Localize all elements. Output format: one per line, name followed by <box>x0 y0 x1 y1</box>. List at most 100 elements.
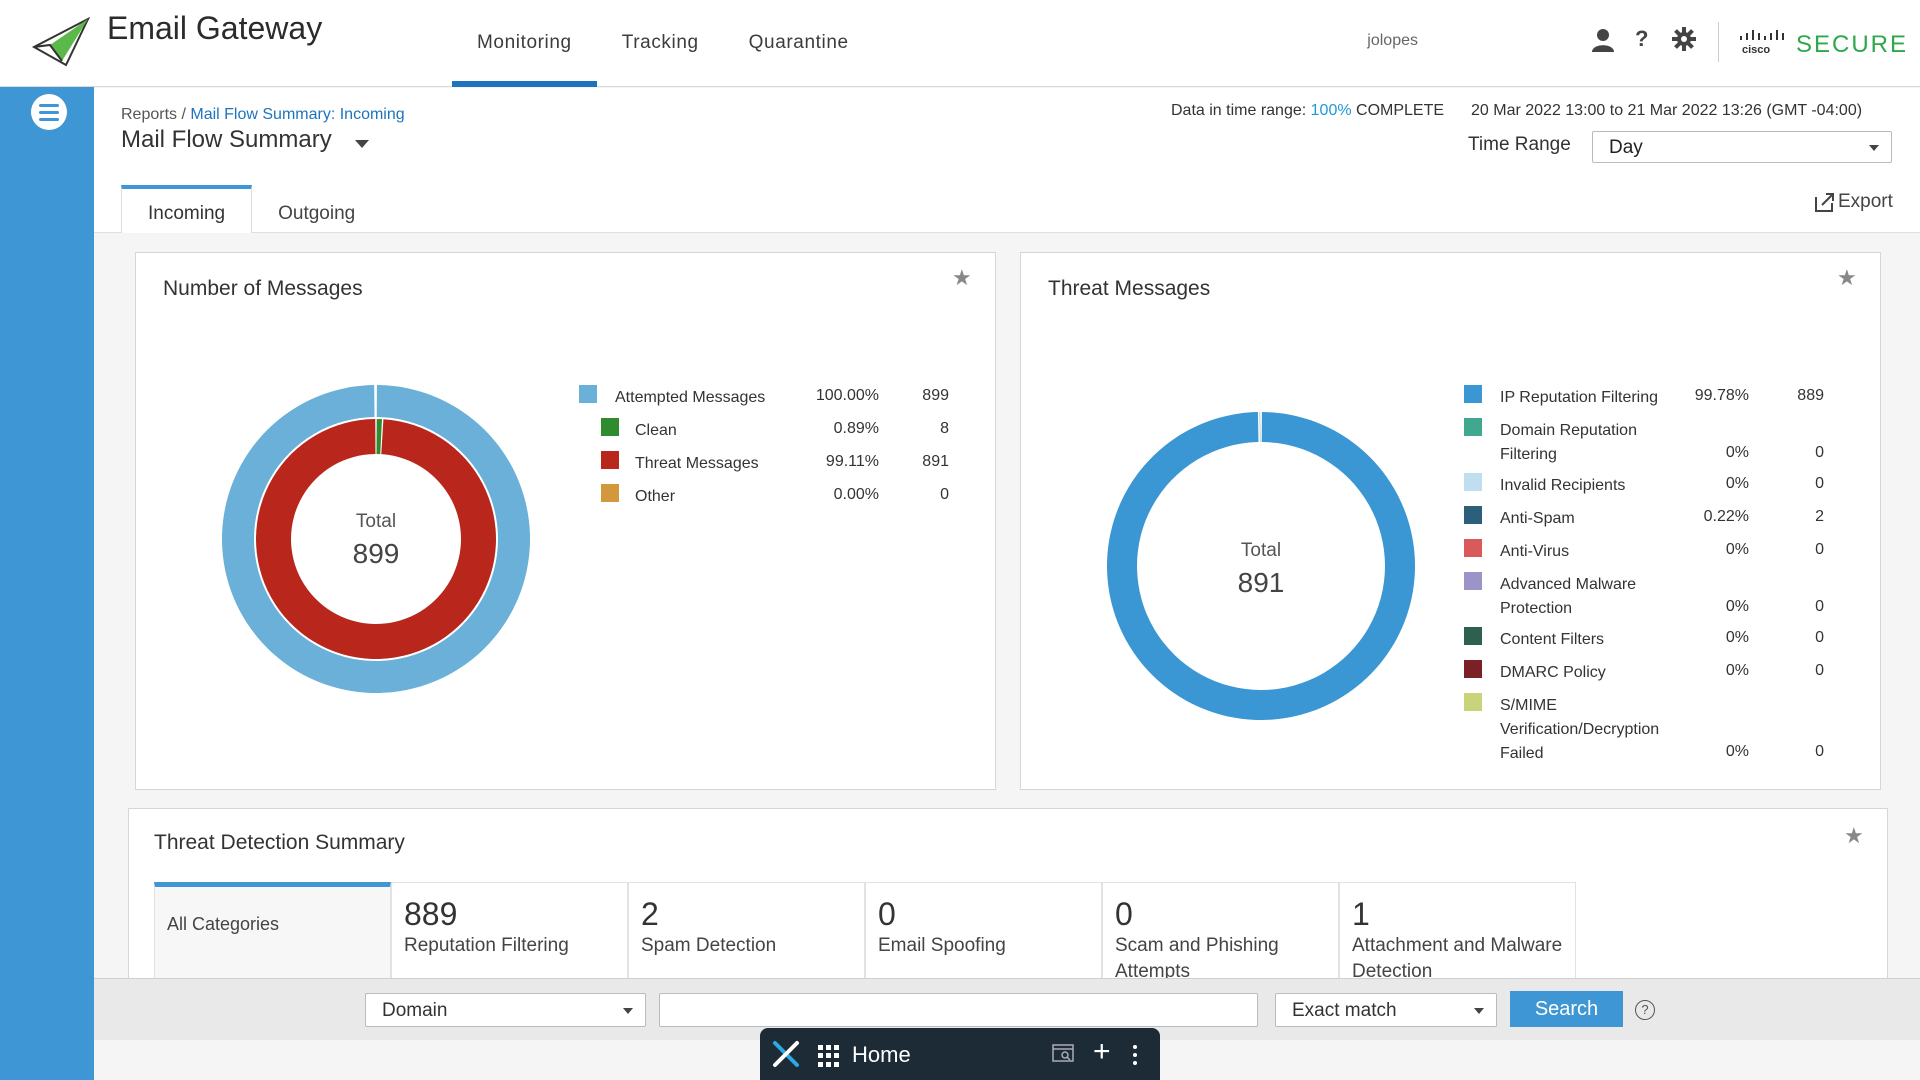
breadcrumb-current[interactable]: Mail Flow Summary: Incoming <box>190 106 405 123</box>
donut-total-label: Total <box>356 511 396 532</box>
gear-icon[interactable] <box>1672 27 1696 51</box>
legend-swatch <box>601 451 619 469</box>
legend-swatch <box>1464 539 1482 557</box>
help-icon[interactable]: ? <box>1635 26 1649 51</box>
title-dropdown-caret-icon[interactable] <box>355 140 369 148</box>
legend-swatch <box>1464 506 1482 524</box>
legend-count: 0 <box>1815 541 1824 558</box>
legend-pct: 0.22% <box>1703 508 1749 525</box>
svg-text:cisco: cisco <box>1742 44 1770 56</box>
legend-label: DMARC Policy <box>1500 664 1606 681</box>
app-title: Email Gateway <box>107 10 323 46</box>
legend-count: 0 <box>1815 444 1824 461</box>
donut-total-label: Total <box>1241 540 1281 561</box>
star-icon[interactable]: ★ <box>1837 265 1857 290</box>
legend-label: Advanced Malware Protection <box>1500 576 1637 617</box>
legend-pct: 0% <box>1725 629 1749 646</box>
main-nav: Monitoring Tracking Quarantine <box>452 0 874 87</box>
legend-count: 889 <box>1797 387 1824 404</box>
direction-tabs: Incoming Outgoing <box>121 185 381 233</box>
username[interactable]: jolopes <box>1367 32 1418 49</box>
legend-count: 0 <box>1815 598 1824 615</box>
legend-swatch <box>601 418 619 436</box>
page-header: Reports / Mail Flow Summary: Incoming Ma… <box>94 88 1920 233</box>
main-content: Reports / Mail Flow Summary: Incoming Ma… <box>94 88 1920 1080</box>
user-icon[interactable] <box>1592 28 1614 52</box>
messages-panel: Number of Messages ★ Total 899 Attempted… <box>135 252 996 790</box>
legend-pct: 0% <box>1725 743 1749 760</box>
legend-pct: 0% <box>1725 541 1749 558</box>
left-sidebar <box>0 87 94 1080</box>
date-range: 20 Mar 2022 13:00 to 21 Mar 2022 13:26 (… <box>1471 102 1863 119</box>
legend-count: 0 <box>1815 662 1824 679</box>
time-range-label: Time Range <box>1468 134 1571 155</box>
tile-email-spoofing[interactable]: 0 Email Spoofing <box>865 882 1102 982</box>
tab-incoming[interactable]: Incoming <box>121 185 253 233</box>
legend-label: Anti-Virus <box>1500 543 1570 560</box>
legend-count: 0 <box>1815 629 1824 646</box>
app-grid-icon[interactable] <box>818 1045 840 1067</box>
legend-pct: 0% <box>1725 444 1749 461</box>
legend-label: S/MIME Verification/Decryption Failed <box>1500 697 1660 762</box>
star-icon[interactable]: ★ <box>1844 823 1864 848</box>
nav-tracking[interactable]: Tracking <box>621 31 699 53</box>
legend-swatch <box>1464 385 1482 403</box>
panel-title: Threat Messages <box>1048 277 1211 300</box>
cisco-logo: cisco <box>1740 30 1784 56</box>
legend-label: Domain Reputation Filtering <box>1500 422 1637 463</box>
tile-attachment-malware[interactable]: 1 Attachment and Malware Detection <box>1339 882 1576 982</box>
breadcrumb-root[interactable]: Reports / <box>121 106 186 123</box>
hamburger-menu-icon[interactable] <box>31 94 67 130</box>
match-select[interactable]: Exact match <box>1275 993 1497 1027</box>
x-logo-icon[interactable] <box>772 1040 800 1068</box>
legend-label: IP Reputation Filtering <box>1500 389 1659 406</box>
legend-pct: 0% <box>1725 662 1749 679</box>
tab-outgoing[interactable]: Outgoing <box>278 203 356 224</box>
more-vertical-icon[interactable] <box>1132 1044 1138 1066</box>
breadcrumb: Reports / Mail Flow Summary: Incoming <box>121 106 405 124</box>
question-circle-icon[interactable]: ? <box>1635 1000 1655 1020</box>
nav-monitoring[interactable]: Monitoring <box>452 0 597 87</box>
search-input[interactable] <box>659 993 1258 1027</box>
donut-slice-anti-spam[interactable] <box>1259 412 1261 443</box>
time-range-select[interactable]: Day <box>1592 131 1892 163</box>
tile-spam-detection[interactable]: 2 Spam Detection <box>628 882 865 982</box>
brand-secure-text: SECURE <box>1796 31 1909 58</box>
tile-all-categories[interactable]: All Categories <box>154 882 391 982</box>
legend-label: Content Filters <box>1500 631 1605 648</box>
export-button[interactable]: Export <box>1814 191 1893 213</box>
tile-scam-phishing[interactable]: 0 Scam and Phishing Attempts <box>1102 882 1339 982</box>
tds-title: Threat Detection Summary <box>154 831 405 854</box>
legend-count: 0 <box>1815 475 1824 492</box>
legend-count: 0 <box>1815 743 1824 760</box>
page-title: Mail Flow Summary <box>121 126 332 153</box>
plus-icon[interactable]: + <box>1093 1035 1111 1068</box>
legend-swatch <box>1464 572 1482 590</box>
star-icon[interactable]: ★ <box>952 265 972 290</box>
legend-pct: 0% <box>1725 475 1749 492</box>
paper-plane-logo-icon <box>32 17 90 67</box>
legend-swatch <box>1464 660 1482 678</box>
legend-swatch <box>601 484 619 502</box>
nav-quarantine[interactable]: Quarantine <box>748 31 849 53</box>
legend-swatch <box>1464 473 1482 491</box>
header-divider <box>1718 22 1719 62</box>
tile-reputation-filtering[interactable]: 889 Reputation Filtering <box>391 882 628 982</box>
legend-pct: 99.78% <box>1694 387 1749 404</box>
legend-swatch <box>1464 627 1482 645</box>
home-label[interactable]: Home <box>852 1042 911 1067</box>
legend-swatch <box>1464 418 1482 436</box>
field-select[interactable]: Domain <box>365 993 646 1027</box>
donut-slice-clean[interactable] <box>376 419 382 455</box>
threat-panel: Threat Messages ★ Total 891 IP Reputatio… <box>1020 252 1881 790</box>
threat-donut-chart: Total 891 <box>1107 412 1415 720</box>
donut-total-value: 891 <box>1238 567 1285 598</box>
window-search-icon[interactable] <box>1052 1044 1074 1064</box>
legend-count: 2 <box>1815 508 1824 525</box>
donut-slice-ip-reputation-filtering[interactable] <box>1107 412 1415 720</box>
chevron-down-icon <box>1869 145 1879 151</box>
legend-swatch <box>579 385 597 403</box>
export-icon <box>1815 193 1834 212</box>
legend-label: Anti-Spam <box>1500 510 1575 527</box>
search-button[interactable]: Search <box>1510 991 1623 1027</box>
